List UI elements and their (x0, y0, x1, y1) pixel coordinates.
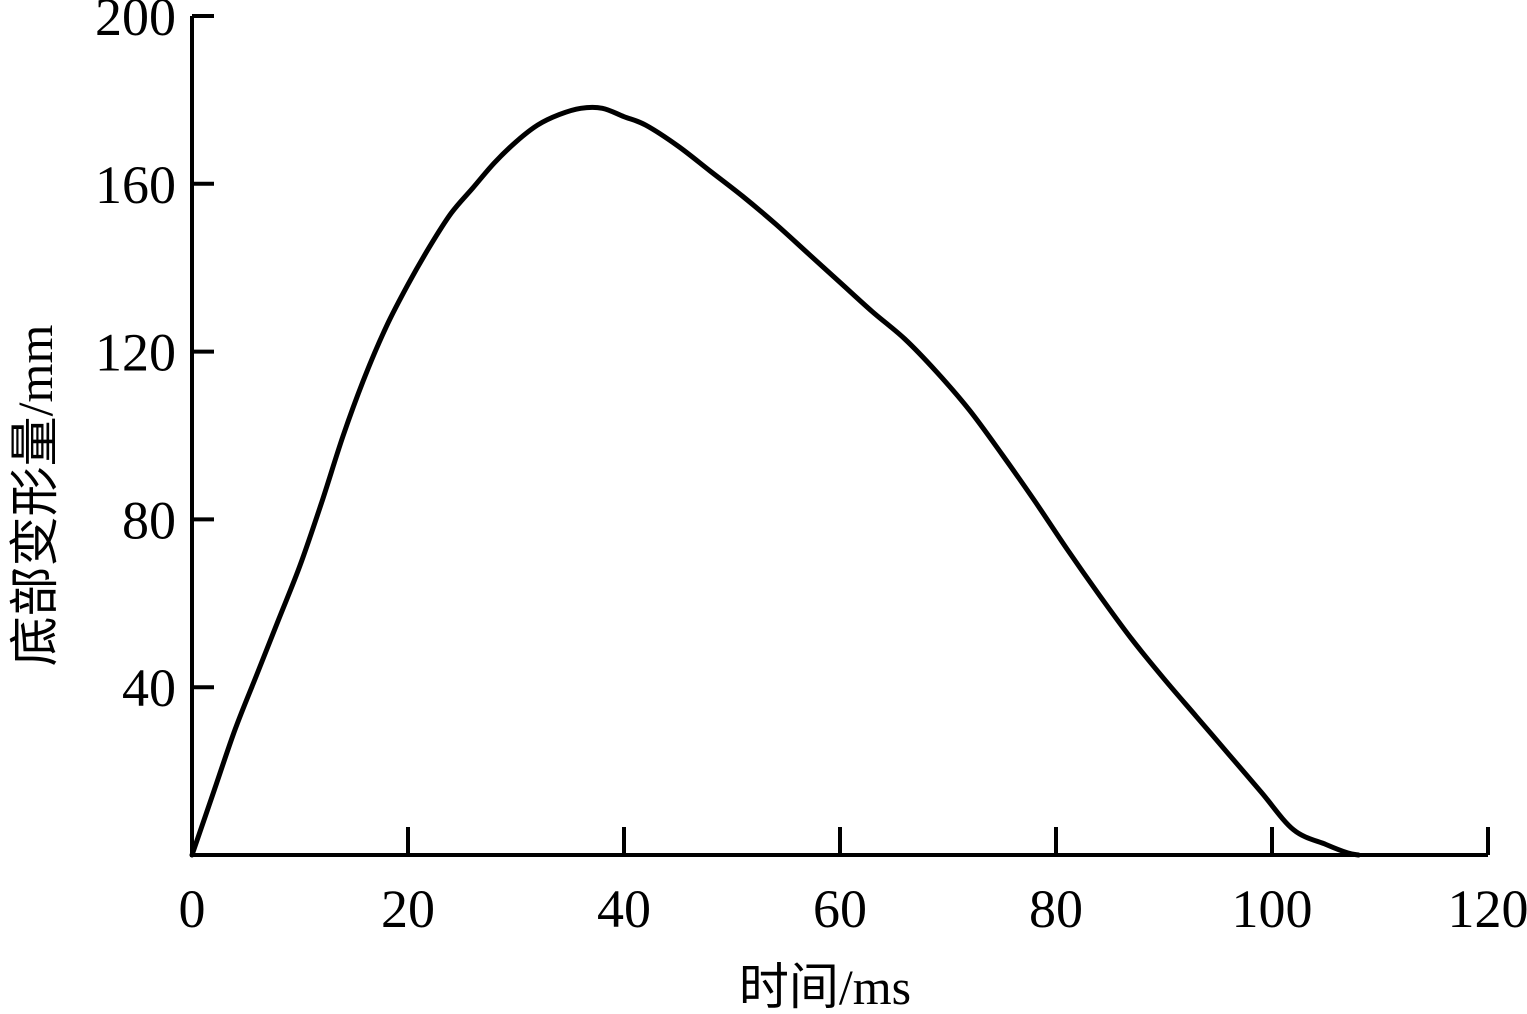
series-line-0 (189, 104, 1361, 858)
y-tick-label-40: 40 (122, 658, 176, 718)
y-tick-label-120: 120 (95, 323, 176, 383)
x-tick-label-0: 0 (179, 879, 206, 939)
x-tick-label-60: 60 (813, 879, 867, 939)
x-tick-label-80: 80 (1029, 879, 1083, 939)
axes (190, 16, 1488, 857)
x-tick-label-120: 120 (1448, 879, 1527, 939)
x-tick-label-100: 100 (1232, 879, 1313, 939)
y-tick-label-80: 80 (122, 490, 176, 550)
y-axis-ticks: 40 80 120 160 200 (95, 0, 214, 718)
y-axis-title: 底部变形量/mm (7, 325, 63, 667)
x-tick-label-40: 40 (597, 879, 651, 939)
x-axis-ticks: 0 20 40 60 80 100 120 (179, 827, 1527, 939)
y-tick-label-160: 160 (95, 155, 176, 215)
series-group (189, 104, 1361, 858)
x-axis-title: 时间/ms (739, 959, 911, 1014)
y-tick-label-200: 200 (95, 0, 176, 47)
x-tick-label-20: 20 (381, 879, 435, 939)
